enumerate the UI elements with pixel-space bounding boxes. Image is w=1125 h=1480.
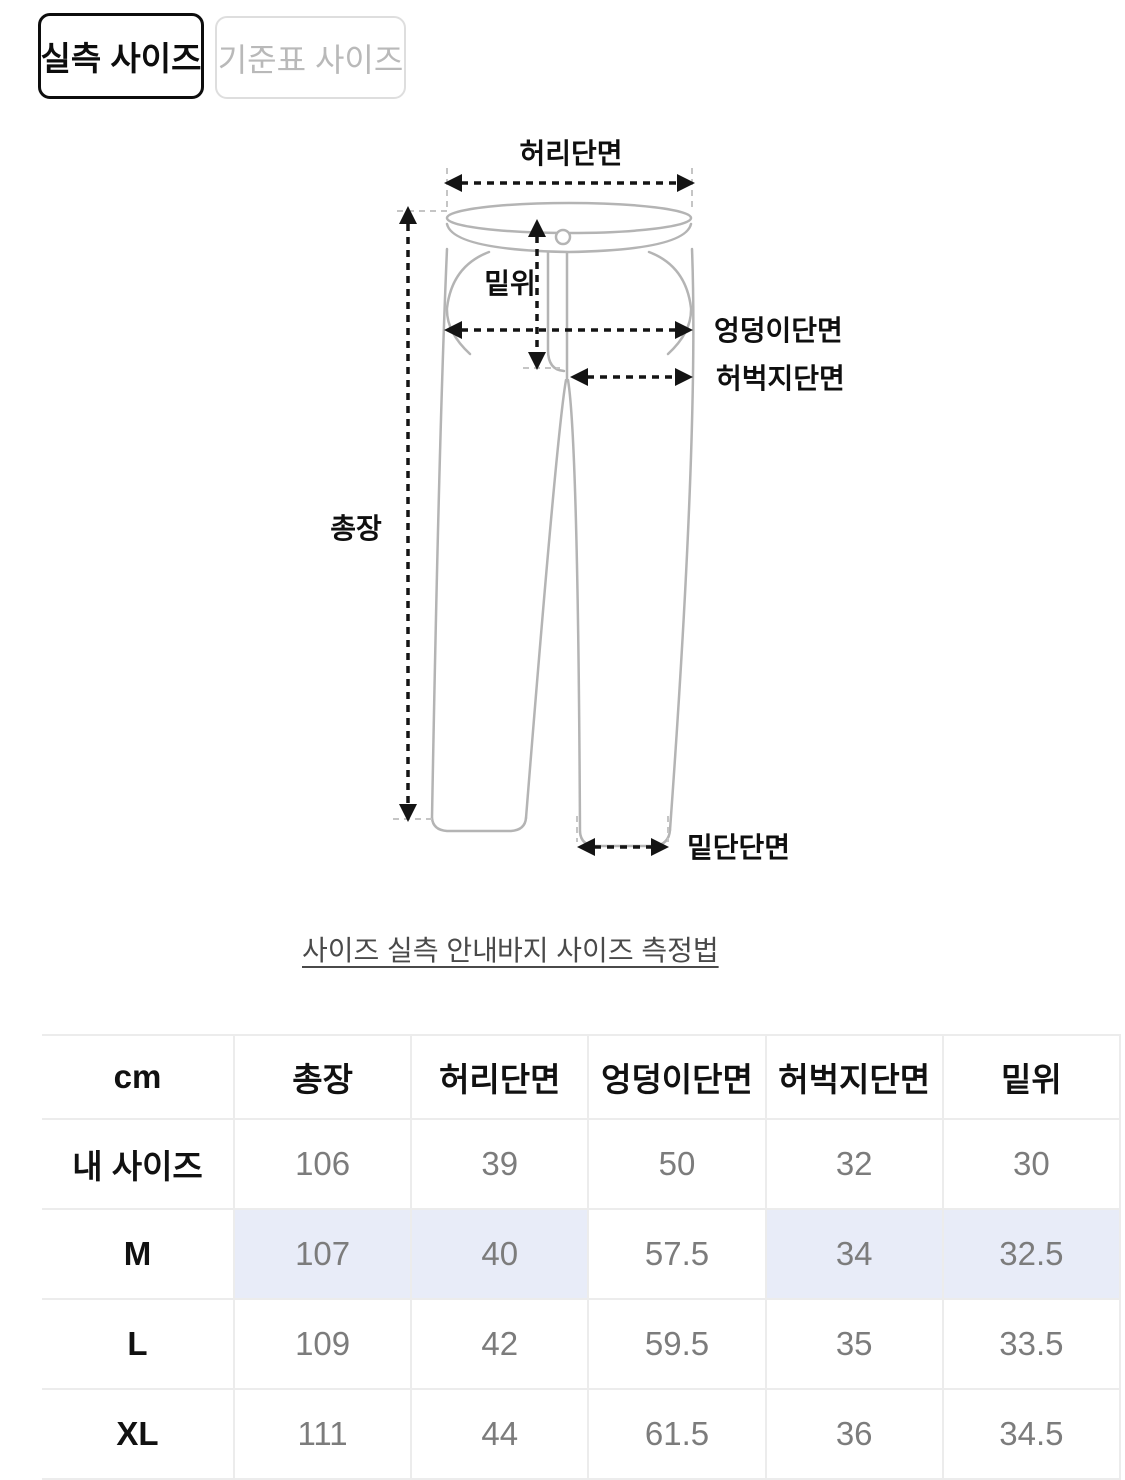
diagram-label-waist-width: 허리단면 [519, 138, 622, 169]
hip-width-arrow [444, 321, 693, 339]
diagram-label-hem-width: 밑단단면 [687, 832, 790, 863]
size-value-cell: 109 [233, 1300, 411, 1390]
size-value-cell: 107 [233, 1210, 411, 1300]
size-value-cell: 36 [764, 1390, 942, 1480]
total-length-arrow [399, 206, 417, 822]
size-value-cell: 111 [233, 1390, 411, 1480]
size-value-cell: 34 [764, 1210, 942, 1300]
rise-arrow [528, 219, 546, 370]
size-table: cm 총장 허리단면 엉덩이단면 허벅지단면 밑위 내 사이즈 106 39 5… [42, 1034, 1121, 1480]
col-header-waist: 허리단면 [410, 1036, 588, 1120]
col-header-thigh: 허벅지단면 [764, 1036, 942, 1120]
size-value-cell: 44 [410, 1390, 588, 1480]
hem-width-arrow [577, 838, 669, 856]
size-value-cell: 40 [410, 1210, 588, 1300]
row-label-l: L [42, 1300, 233, 1390]
row-label-m: M [42, 1210, 233, 1300]
size-value-cell: 32 [764, 1120, 942, 1210]
diagram-label-hip-width: 엉덩이단면 [714, 315, 843, 346]
row-label-my-size: 내 사이즈 [42, 1120, 233, 1210]
thigh-width-arrow [570, 368, 693, 386]
col-header-rise: 밑위 [941, 1036, 1119, 1120]
size-value-cell: 59.5 [587, 1300, 765, 1390]
size-value-cell: 106 [233, 1120, 411, 1210]
diagram-label-rise: 밑위 [484, 268, 536, 299]
size-value-cell: 50 [587, 1120, 765, 1210]
size-value-cell: 42 [410, 1300, 588, 1390]
tab-measured-size[interactable]: 실측 사이즈 [38, 13, 204, 99]
size-value-cell: 57.5 [587, 1210, 765, 1300]
col-header-total-length: 총장 [233, 1036, 411, 1120]
size-value-cell: 61.5 [587, 1390, 765, 1480]
size-value-cell: 33.5 [941, 1300, 1119, 1390]
tab-standard-size[interactable]: 기준표 사이즈 [215, 16, 406, 99]
link-pants-measure-method[interactable]: 바지 사이즈 측정법 [497, 935, 719, 966]
extension-ticks [393, 168, 693, 842]
size-value-cell: 30 [941, 1120, 1119, 1210]
size-value-cell: 39 [410, 1120, 588, 1210]
pants-measurement-diagram: 허리단면 밑위 엉덩이단면 허벅지단면 총장 밑단단면 [330, 138, 845, 863]
link-size-measure-guide[interactable]: 사이즈 실측 안내 [302, 935, 498, 966]
row-label-xl: XL [42, 1390, 233, 1480]
diagram-label-total-length: 총장 [330, 513, 382, 544]
size-value-cell: 35 [764, 1300, 942, 1390]
waist-width-arrow [444, 174, 695, 192]
col-header-unit: cm [42, 1036, 233, 1120]
pants-outline [430, 201, 695, 848]
diagram-label-thigh-width: 허벅지단면 [716, 363, 845, 394]
size-value-cell: 34.5 [941, 1390, 1119, 1480]
col-header-hip: 엉덩이단면 [587, 1036, 765, 1120]
size-value-cell: 32.5 [941, 1210, 1119, 1300]
